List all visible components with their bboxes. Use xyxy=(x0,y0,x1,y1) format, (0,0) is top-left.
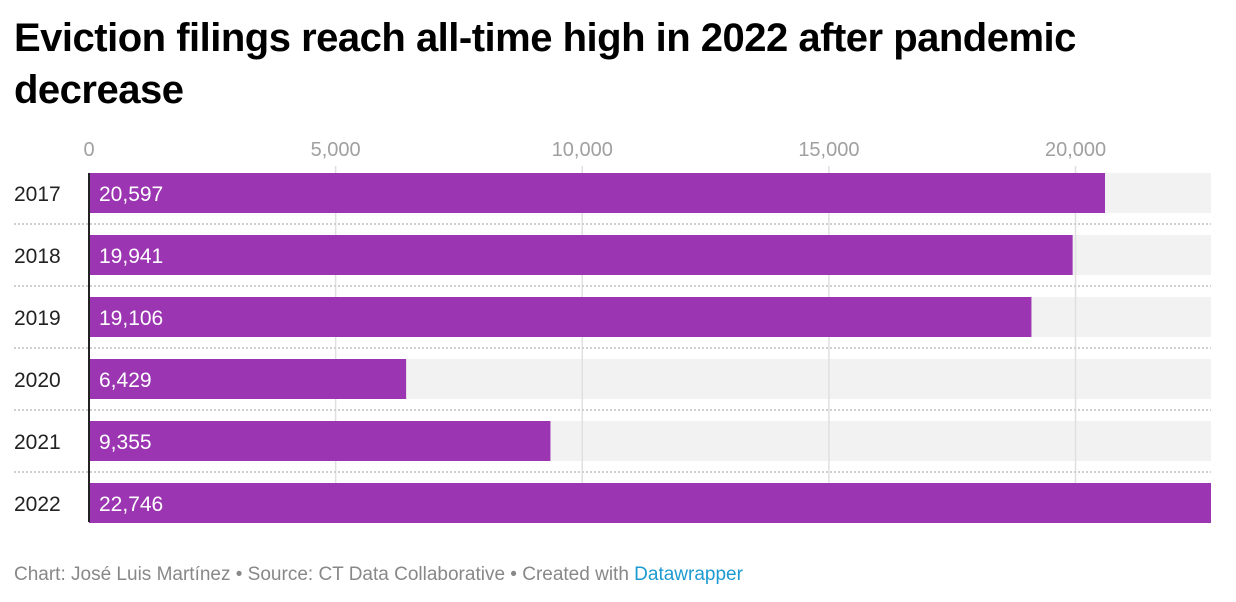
x-tick-label: 15,000 xyxy=(798,139,859,161)
x-tick-label: 10,000 xyxy=(552,139,613,161)
category-label: 2021 xyxy=(14,431,61,454)
value-label: 19,941 xyxy=(99,245,163,268)
value-label: 22,746 xyxy=(99,493,163,516)
bar-2022 xyxy=(89,483,1211,523)
category-label: 2019 xyxy=(14,307,61,330)
footer-credits: Chart: José Luis Martínez • Source: CT D… xyxy=(14,564,635,585)
value-label: 20,597 xyxy=(99,183,163,206)
category-label: 2017 xyxy=(14,183,61,206)
category-label: 2020 xyxy=(14,369,61,392)
bar-2017 xyxy=(89,173,1105,213)
value-label: 6,429 xyxy=(99,369,152,392)
chart-title: Eviction filings reach all-time high in … xyxy=(14,16,1076,112)
value-label: 9,355 xyxy=(99,431,152,454)
bar-chart: 0 5,000 10,000 15,000 20,000 2017 20,597 2018 19… xyxy=(14,139,1211,523)
x-tick-label: 20,000 xyxy=(1045,139,1106,161)
value-label: 19,106 xyxy=(99,307,163,330)
bar-2019 xyxy=(89,297,1032,337)
x-tick-label: 5,000 xyxy=(311,139,361,161)
category-label: 2018 xyxy=(14,245,61,268)
category-label: 2022 xyxy=(14,493,61,516)
bar-2021 xyxy=(89,421,551,461)
datawrapper-link[interactable]: Datawrapper xyxy=(634,564,743,585)
x-tick-label: 0 xyxy=(83,139,94,161)
bar-2020 xyxy=(89,359,407,399)
bar-2018 xyxy=(89,235,1073,275)
chart-footer: Chart: José Luis Martínez • Source: CT D… xyxy=(14,564,743,586)
